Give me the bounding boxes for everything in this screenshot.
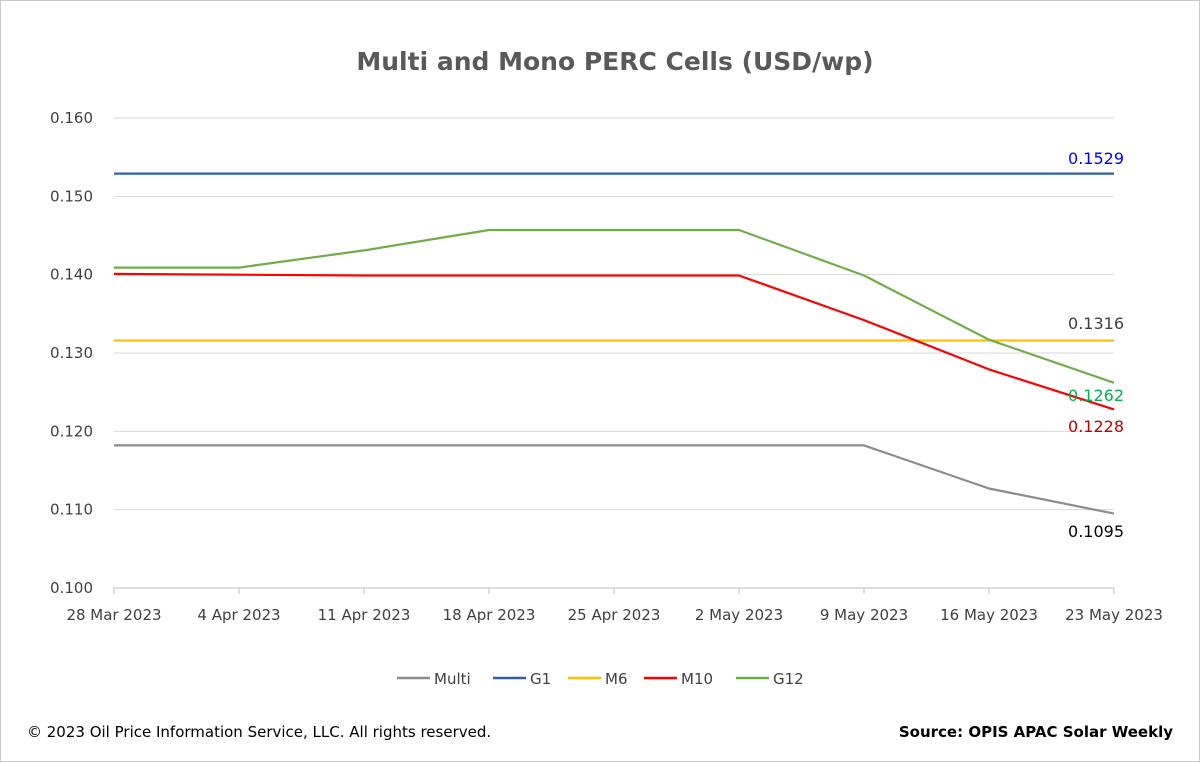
x-tick-label: 25 Apr 2023: [568, 606, 661, 624]
x-axis: [113, 587, 1115, 594]
gridlines: [114, 117, 1114, 511]
legend-item-m10: M10: [644, 670, 713, 688]
y-axis-tick-labels: 0.100 0.110 0.120 0.130 0.140 0.150 0.160: [50, 109, 93, 597]
legend-label: Multi: [434, 670, 471, 688]
x-tick-label: 2 May 2023: [695, 606, 783, 624]
legend-label: M6: [605, 670, 628, 688]
chart-title: Multi and Mono PERC Cells (USD/wp): [356, 47, 873, 76]
legend-label: G1: [530, 670, 551, 688]
y-tick-label: 0.160: [50, 109, 93, 127]
data-labels: 0.1095 0.1529 0.1316 0.1228 0.1262: [1068, 149, 1124, 541]
x-tick-label: 28 Mar 2023: [66, 606, 161, 624]
x-tick-label: 4 Apr 2023: [197, 606, 280, 624]
copyright-notice: © 2023 Oil Price Information Service, LL…: [27, 723, 492, 741]
x-tick-label: 18 Apr 2023: [443, 606, 536, 624]
x-tick-label: 23 May 2023: [1065, 606, 1163, 624]
y-tick-label: 0.120: [50, 422, 93, 440]
legend-label: G12: [773, 670, 804, 688]
y-tick-label: 0.110: [50, 501, 93, 519]
end-label-multi: 0.1095: [1068, 522, 1124, 541]
legend-label: M10: [681, 670, 713, 688]
x-axis-tick-labels: 28 Mar 2023 4 Apr 2023 11 Apr 2023 18 Apr 2…: [66, 606, 1162, 624]
y-tick-label: 0.150: [50, 187, 93, 205]
x-tick-label: 16 May 2023: [940, 606, 1038, 624]
series-lines: [113, 172, 1115, 515]
series-line-m10: [113, 272, 1115, 411]
source-note: Source: OPIS APAC Solar Weekly: [898, 723, 1173, 741]
y-tick-label: 0.100: [50, 579, 93, 597]
end-label-g1: 0.1529: [1068, 149, 1124, 168]
legend-item-multi: Multi: [397, 670, 471, 688]
series-line-g12: [114, 228, 1115, 384]
legend-item-g12: G12: [736, 670, 804, 688]
legend: Multi G1 M6 M10 G12: [397, 670, 804, 688]
x-tick-label: 9 May 2023: [820, 606, 908, 624]
x-tick-label: 11 Apr 2023: [318, 606, 411, 624]
y-tick-label: 0.130: [50, 344, 93, 362]
end-label-m6: 0.1316: [1068, 314, 1124, 333]
y-tick-label: 0.140: [50, 266, 93, 284]
end-label-m10: 0.1228: [1068, 417, 1124, 436]
series-line-multi: [114, 444, 1115, 515]
legend-item-m6: M6: [568, 670, 628, 688]
end-label-g12: 0.1262: [1068, 386, 1124, 405]
legend-item-g1: G1: [493, 670, 551, 688]
